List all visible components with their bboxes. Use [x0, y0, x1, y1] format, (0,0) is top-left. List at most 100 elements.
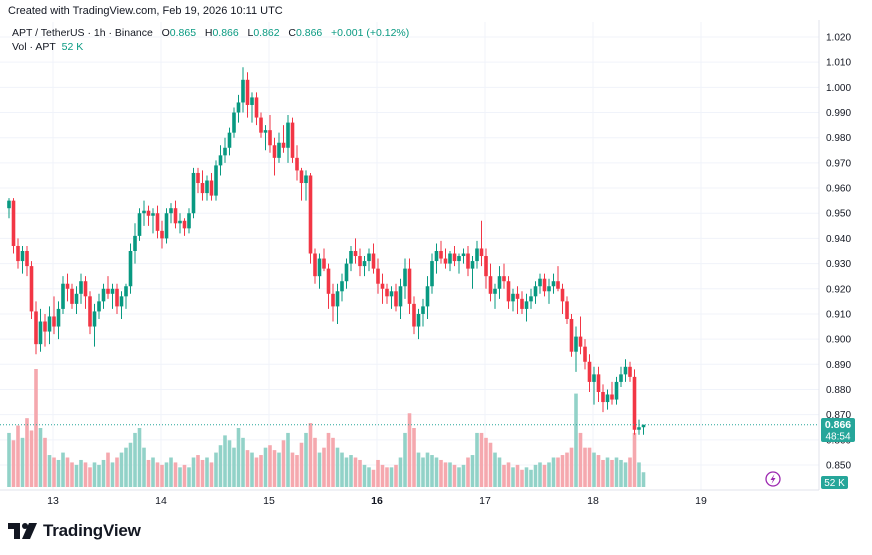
high-label: H — [204, 27, 213, 39]
volume-bar — [614, 457, 619, 487]
candle-body — [362, 261, 367, 267]
volume-bar — [173, 462, 178, 487]
created-with-caption: Created with TradingView.com, Feb 19, 20… — [8, 5, 283, 17]
volume-bar — [259, 455, 263, 487]
y-tick-label: 1.020 — [826, 33, 851, 44]
x-tick-label: 15 — [263, 495, 275, 507]
volume-bar — [632, 432, 637, 487]
volume-bar — [155, 462, 160, 487]
volume-bar — [515, 464, 520, 487]
candle-body — [191, 172, 196, 214]
y-tick-label: 0.850 — [826, 461, 851, 472]
candle-body — [241, 79, 245, 103]
volume-bar — [74, 464, 79, 487]
volume-bar — [146, 459, 151, 487]
candlesticks — [7, 67, 646, 435]
volume-bar — [592, 452, 596, 487]
volume-bar — [97, 464, 101, 487]
volume-bar — [290, 452, 295, 487]
candle-body — [619, 374, 623, 382]
volume-bar — [353, 457, 358, 487]
volume-bar — [457, 467, 461, 487]
low-label: L — [247, 27, 254, 39]
volume-bar — [142, 447, 146, 487]
volume-bar — [439, 459, 443, 487]
volume-bar — [529, 469, 533, 487]
candle-body — [434, 251, 439, 262]
volume-bar — [335, 447, 340, 487]
candle-body — [569, 318, 574, 352]
candle-body — [538, 278, 542, 287]
candle-body — [596, 374, 601, 392]
volume-bar — [263, 447, 268, 487]
y-tick-label: 0.980 — [826, 133, 851, 144]
candle-body — [340, 281, 344, 292]
candle-body — [556, 281, 560, 289]
candle-body — [164, 213, 169, 239]
candle-body — [88, 296, 92, 327]
volume-bar — [583, 447, 587, 487]
volume-bar — [101, 459, 106, 487]
candle-body — [452, 253, 457, 262]
x-tick-label: 19 — [695, 495, 707, 507]
candle-body — [344, 263, 349, 282]
volume-bar — [178, 467, 182, 487]
lightning-icon[interactable] — [765, 471, 781, 487]
candle-body — [308, 175, 313, 254]
volume-bar — [488, 442, 493, 487]
symbol-legend: APT / TetherUS · 1h · Binance O0.865 H0.… — [12, 27, 409, 39]
candle-body — [97, 301, 101, 312]
volume-bar — [479, 432, 484, 487]
volume-bar — [610, 459, 614, 487]
candle-body — [542, 278, 547, 292]
candle-body — [101, 288, 106, 302]
volume-bar — [79, 459, 83, 487]
candle-body — [412, 303, 416, 327]
volume-bar — [200, 459, 205, 487]
candle-body — [493, 288, 497, 294]
x-tick-label: 18 — [587, 495, 599, 507]
symbol-info[interactable]: APT / TetherUS · 1h · Binance — [12, 27, 153, 39]
volume-bar — [398, 457, 403, 487]
candle-body — [56, 308, 61, 327]
brand-footer: TradingView — [8, 521, 141, 541]
volume-tag-value: 52 K — [824, 478, 845, 489]
candle-body — [304, 175, 308, 184]
volume-bar — [295, 455, 299, 487]
candle-body — [74, 293, 79, 304]
volume-bar — [281, 440, 286, 487]
candle-body — [200, 183, 205, 194]
volume-bar — [394, 464, 398, 487]
candle-body — [146, 210, 151, 216]
candle-body — [214, 165, 218, 196]
volume-bar — [434, 457, 439, 487]
candle-body — [160, 230, 164, 239]
candle-body — [605, 394, 610, 403]
candle-body — [353, 251, 358, 257]
volume-bar — [322, 447, 326, 487]
volume-bar — [520, 469, 524, 487]
volume-bar — [205, 457, 209, 487]
x-tick-label: 16 — [371, 495, 383, 507]
volume-bar — [358, 459, 362, 487]
volume-bar — [331, 437, 335, 487]
volume-bar — [380, 464, 385, 487]
candle-body — [196, 172, 200, 184]
candle-body — [47, 316, 52, 332]
candle-body — [484, 256, 488, 277]
candle-body — [83, 281, 88, 297]
volume-bar — [254, 457, 259, 487]
candle-body — [38, 321, 43, 345]
candle-body — [623, 366, 628, 375]
candle-body — [272, 145, 277, 158]
candle-body — [178, 220, 182, 224]
volume-bar — [308, 423, 313, 487]
volume-bar — [187, 467, 191, 487]
volume-bar — [421, 457, 425, 487]
volume-bar — [475, 432, 479, 487]
candle-body — [574, 336, 578, 352]
volume-bar — [385, 467, 389, 487]
candle-body — [371, 253, 376, 269]
time-axis: 13 14 15 16 17 18 19 — [47, 495, 707, 507]
